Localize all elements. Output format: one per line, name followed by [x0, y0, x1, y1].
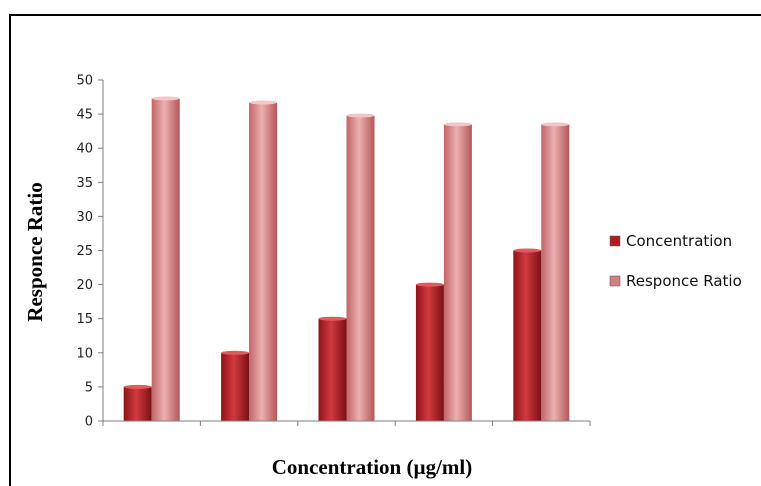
responce-ratio-bar	[346, 115, 375, 422]
responce-ratio-bar	[151, 98, 180, 421]
legend-swatch-concentration	[609, 235, 621, 247]
concentration-bar-top	[513, 248, 542, 253]
y-axis: 0 5 10 15 20 25 30 35 40 45 50	[76, 74, 104, 430]
y-tick-label: 15	[76, 312, 93, 327]
concentration-bar-top	[415, 282, 444, 287]
responce-ratio-bar-top	[541, 122, 570, 127]
responce-ratio-bar-top	[151, 96, 180, 101]
responce-ratio-bar-top	[249, 100, 278, 105]
y-tick-label: 40	[76, 142, 93, 157]
concentration-bar	[513, 250, 542, 421]
concentration-bar-top	[221, 350, 250, 355]
y-tick-label: 35	[76, 176, 93, 191]
responce-ratio-bar	[443, 124, 472, 421]
responce-ratio-bar	[541, 124, 570, 421]
y-tick-label: 5	[85, 380, 93, 395]
legend-label-responce-ratio: Responce Ratio	[626, 272, 742, 290]
bars	[123, 96, 570, 422]
concentration-bar	[318, 318, 347, 421]
concentration-bar	[123, 386, 152, 421]
y-axis-title: Responce Ratio	[23, 182, 47, 321]
concentration-bar	[221, 352, 250, 421]
y-tick-label: 0	[85, 415, 93, 430]
responce-ratio-bar-top	[346, 113, 375, 118]
y-tick-label: 25	[76, 244, 93, 259]
legend-label-concentration: Concentration	[626, 232, 732, 250]
y-tick-label: 20	[76, 278, 93, 293]
concentration-bar-top	[123, 384, 152, 389]
y-tick-label: 30	[76, 210, 93, 225]
legend-swatch-responce-ratio	[609, 275, 621, 287]
responce-ratio-bar	[249, 102, 278, 422]
concentration-bar-top	[318, 316, 347, 321]
y-tick-label: 45	[76, 108, 93, 123]
legend: Concentration Responce Ratio	[609, 232, 742, 290]
y-tick-label: 50	[76, 74, 93, 89]
x-axis	[102, 420, 591, 426]
concentration-bar	[415, 284, 444, 421]
x-axis-title: Concentration (µg/ml)	[272, 455, 472, 479]
y-tick-label: 10	[76, 346, 93, 361]
responce-ratio-bar-top	[443, 122, 472, 127]
